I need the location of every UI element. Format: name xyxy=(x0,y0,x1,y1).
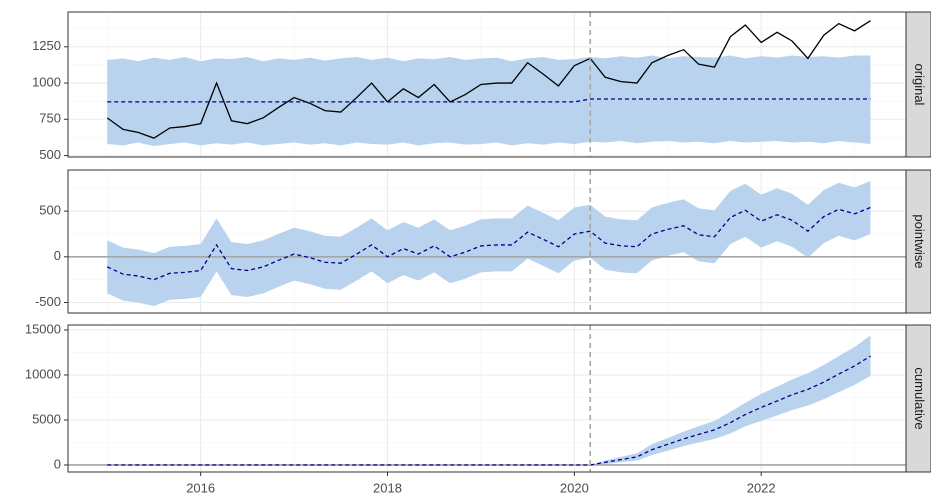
strip-label: cumulative xyxy=(912,367,927,429)
series-line xyxy=(107,98,871,103)
y-tick-label: 1250 xyxy=(32,38,61,53)
confidence-band xyxy=(107,180,871,307)
y-tick-label: 750 xyxy=(39,111,61,126)
strip xyxy=(905,169,931,314)
y-tick-label: 500 xyxy=(39,203,61,218)
y-tick-label: 0 xyxy=(54,456,61,471)
y-tick-label: 10000 xyxy=(25,366,61,381)
x-tick-label: 2020 xyxy=(560,480,589,495)
series-line xyxy=(106,206,871,281)
y-tick-label: 5000 xyxy=(32,411,61,426)
y-tick-label: -500 xyxy=(35,294,61,309)
y-tick-label: 500 xyxy=(39,147,61,162)
y-tick-label: 15000 xyxy=(25,321,61,336)
strip xyxy=(905,324,931,473)
series-line xyxy=(107,355,871,466)
x-tick-label: 2018 xyxy=(373,480,402,495)
x-tick-label: 2022 xyxy=(747,480,776,495)
x-tick-label: 2016 xyxy=(186,480,215,495)
confidence-band xyxy=(590,335,871,465)
series-line xyxy=(106,20,871,139)
confidence-band xyxy=(107,55,871,147)
y-tick-label: 1000 xyxy=(32,74,61,89)
strip-label: pointwise xyxy=(912,214,927,268)
y-tick-label: 0 xyxy=(54,248,61,263)
strip-label: original xyxy=(912,64,927,106)
strip xyxy=(905,11,931,158)
